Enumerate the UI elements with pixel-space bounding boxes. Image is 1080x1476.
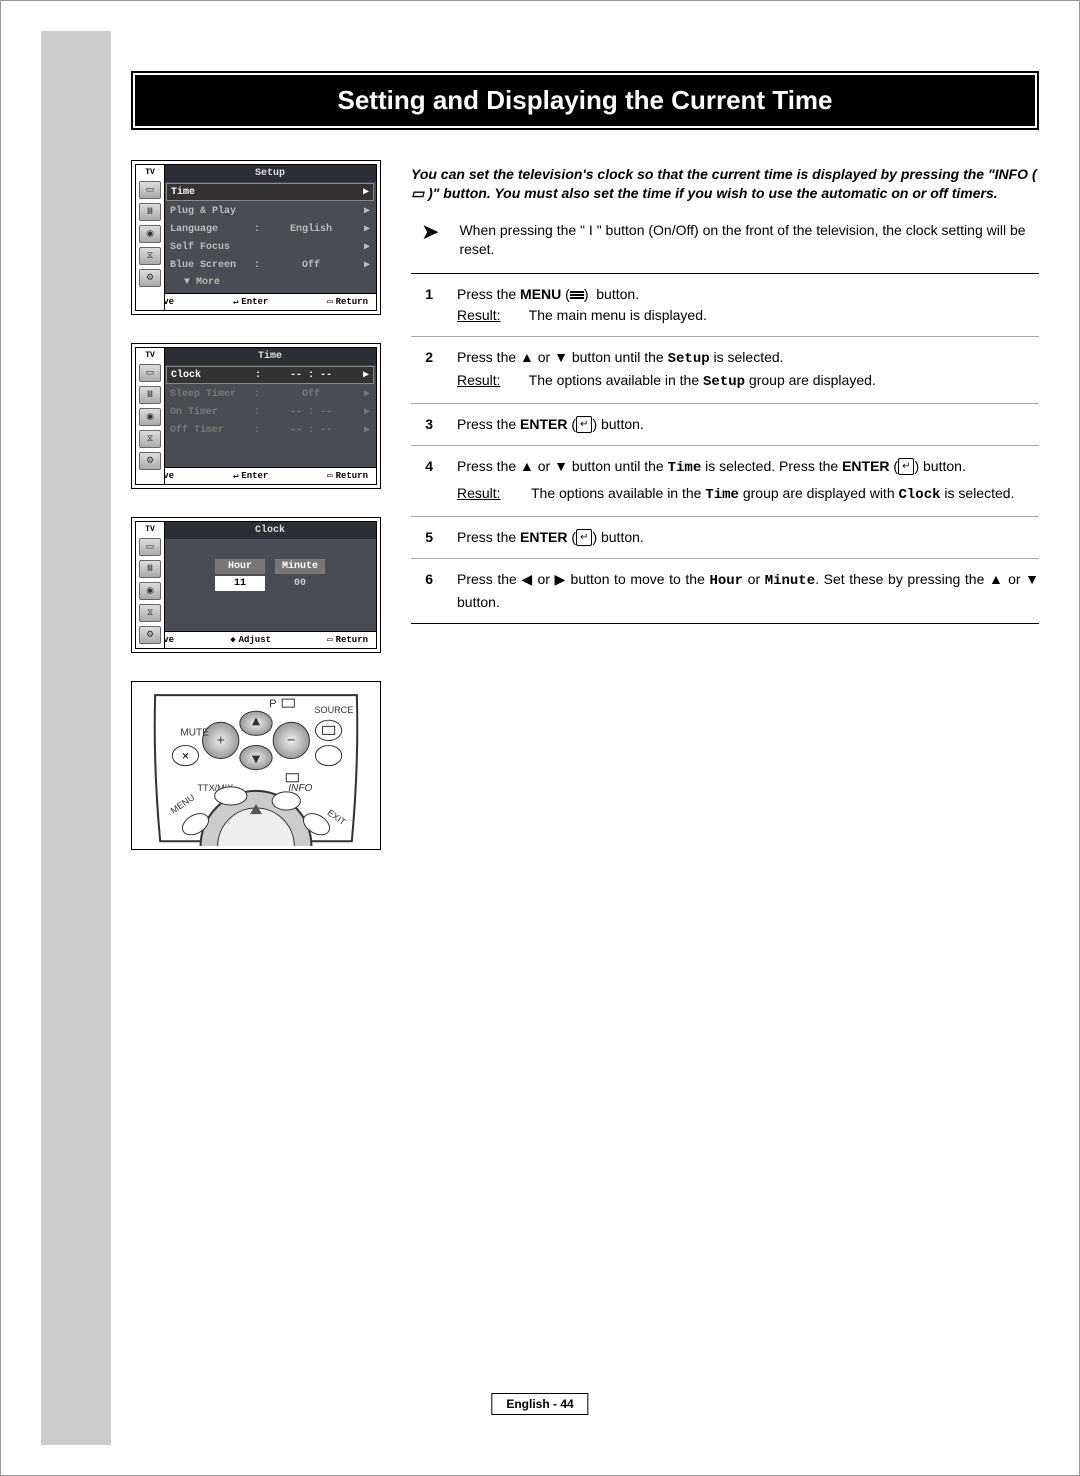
svg-text:SOURCE: SOURCE <box>314 705 353 715</box>
enter-icon: ↵ <box>576 416 592 433</box>
sidebar-icon-5: ⚙ <box>139 269 161 287</box>
sidebar-icon-2: Ⅲ <box>139 203 161 221</box>
osd-more: ▼ More <box>164 274 376 293</box>
sidebar-icon-3: ◉ <box>139 225 161 243</box>
svg-text:✕: ✕ <box>181 752 189 763</box>
intro-text: You can set the television's clock so th… <box>411 165 1039 203</box>
note-arrow-icon: ➤ <box>421 221 439 243</box>
osd-setup-title: Setup <box>164 165 376 182</box>
page-title: Setting and Displaying the Current Time <box>135 75 1035 126</box>
step-row: 1 Press the MENU () button. Result: The … <box>411 274 1039 337</box>
remote-illustration: + − MUTE ✕ P SOURCE <box>131 681 381 850</box>
enter-icon: ↵ <box>576 529 592 546</box>
osd-time: TV ▭ Ⅲ ◉ ⧖ ⚙ Time Clock : -- : -- ▶ <box>131 343 381 489</box>
osd-footer: ▶ Move ◆ Adjust ▭ Return <box>136 631 376 648</box>
clock-headers: Hour Minute <box>164 559 376 574</box>
step-row: 5 Press the ENTER (↵) button. <box>411 517 1039 559</box>
osd-item: Language : English ▶ <box>164 220 376 238</box>
chevron-right-icon: ▶ <box>360 241 370 253</box>
osd-item: Self Focus ▶ <box>164 238 376 256</box>
svg-text:+: + <box>217 731 225 747</box>
steps-list: 1 Press the MENU () button. Result: The … <box>411 273 1039 624</box>
sidebar-icon-1: ▭ <box>139 181 161 199</box>
step-row: 3 Press the ENTER (↵) button. <box>411 404 1039 446</box>
svg-text:P: P <box>269 698 276 710</box>
clock-values: 11 00 <box>164 576 376 591</box>
sidebar-icon-4: ⧖ <box>139 247 161 265</box>
note-row: ➤ When pressing the " I " button (On/Off… <box>411 221 1039 259</box>
chevron-right-icon: ▶ <box>360 205 370 217</box>
osd-item: Plug & Play ▶ <box>164 202 376 220</box>
chevron-right-icon: ▶ <box>359 186 369 198</box>
osd-sidebar: TV ▭ Ⅲ ◉ ⧖ ⚙ <box>136 165 165 310</box>
menu-icon <box>570 290 584 300</box>
osd-item: Blue Screen : Off ▶ <box>164 256 376 274</box>
osd-time-title: Time <box>164 348 376 365</box>
osd-item: Clock : -- : -- ▶ <box>166 366 374 384</box>
osd-setup: TV ▭ Ⅲ ◉ ⧖ ⚙ Setup Time ▶ <box>131 160 381 315</box>
page-footer: English - 44 <box>491 1393 588 1415</box>
osd-footer: ◆ Move ↵ Enter ▭ Return <box>136 467 376 484</box>
osd-sidebar: TV ▭ Ⅲ ◉ ⧖ ⚙ <box>136 522 165 648</box>
right-column: You can set the television's clock so th… <box>411 160 1039 624</box>
chevron-right-icon: ▶ <box>360 223 370 235</box>
osd-item: On Timer : -- : -- ▶ <box>164 403 376 421</box>
step-row: 6 Press the ◀ or ▶ button to move to the… <box>411 559 1039 624</box>
svg-text:−: − <box>287 731 295 747</box>
osd-item: Sleep Timer : Off ▶ <box>164 385 376 403</box>
osd-item: Off Timer : -- : -- ▶ <box>164 421 376 439</box>
mute-label: MUTE <box>180 727 209 738</box>
enter-icon: ↵ <box>898 458 914 475</box>
note-text: When pressing the " I " button (On/Off) … <box>459 221 1039 259</box>
tv-label: TV <box>145 168 155 177</box>
left-column: TV ▭ Ⅲ ◉ ⧖ ⚙ Setup Time ▶ <box>131 160 381 850</box>
step-row: 2 Press the ▲ or ▼ button until the Setu… <box>411 337 1039 404</box>
step-row: 4 Press the ▲ or ▼ button until the Time… <box>411 446 1039 517</box>
left-gutter <box>41 31 111 1445</box>
osd-item: Time ▶ <box>166 183 374 201</box>
chevron-right-icon: ▶ <box>360 259 370 271</box>
osd-clock: TV ▭ Ⅲ ◉ ⧖ ⚙ Clock Hour Minute <box>131 517 381 653</box>
osd-clock-title: Clock <box>164 522 376 539</box>
osd-sidebar: TV ▭ Ⅲ ◉ ⧖ ⚙ <box>136 348 165 484</box>
title-box: Setting and Displaying the Current Time <box>131 71 1039 130</box>
osd-footer: ◆ Move ↵ Enter ▭ Return <box>136 293 376 310</box>
